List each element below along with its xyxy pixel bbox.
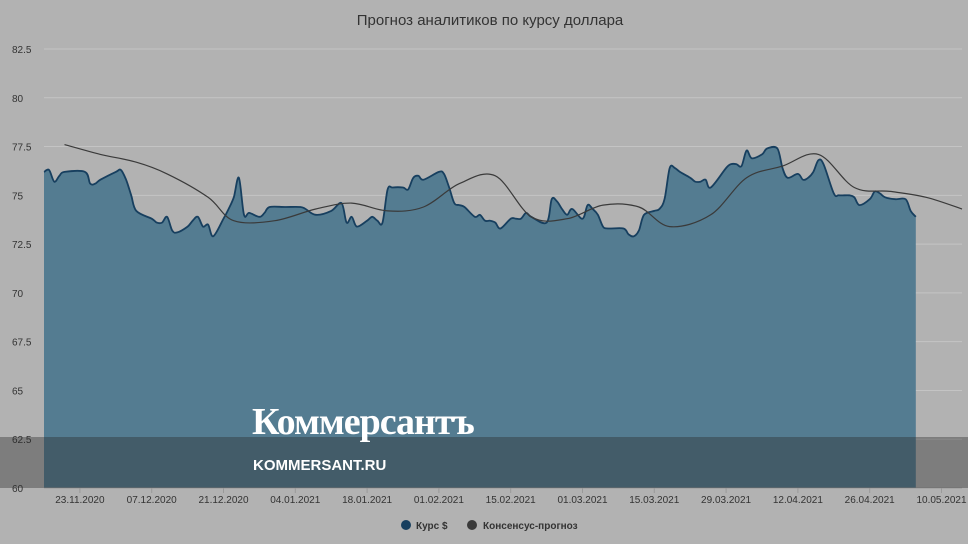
y-tick-label: 62.5 — [12, 435, 32, 446]
x-tick-label: 29.03.2021 — [701, 495, 751, 506]
x-tick-label: 23.11.2020 — [55, 495, 105, 506]
x-tick-label: 26.04.2021 — [845, 495, 895, 506]
x-tick-label: 15.03.2021 — [629, 495, 679, 506]
legend-item-rate[interactable]: Курс $ — [401, 520, 448, 532]
series-consensus-line — [64, 144, 963, 228]
y-tick-label: 70 — [12, 289, 24, 300]
y-axis: 60 62.5 65 67.5 70 72.5 75 77.5 80 82.5 — [12, 45, 32, 495]
x-tick-label: 04.01.2021 — [270, 495, 320, 506]
x-tick-label: 07.12.2020 — [127, 495, 177, 506]
series-rate-area — [44, 146, 916, 488]
y-tick-label: 65 — [12, 386, 24, 397]
brand-logo: Коммерсантъ — [252, 401, 475, 443]
legend-label-rate: Курс $ — [416, 521, 448, 532]
x-axis: 23.11.2020 07.12.2020 21.12.2020 04.01.2021… — [44, 487, 967, 506]
y-tick-label: 82.5 — [12, 45, 32, 56]
legend-item-consensus[interactable]: Консенсус-прогноз — [467, 520, 578, 532]
series-rate-line — [43, 145, 917, 238]
x-tick-label: 21.12.2020 — [198, 495, 248, 506]
y-tick-label: 75 — [12, 191, 24, 202]
chart-title: Прогноз аналитиков по курсу доллара — [357, 12, 624, 29]
x-tick-label: 12.04.2021 — [773, 495, 823, 506]
legend-marker-rate — [401, 520, 411, 530]
x-tick-label: 01.02.2021 — [414, 495, 464, 506]
legend-label-consensus: Консенсус-прогноз — [483, 521, 578, 532]
plot-area — [43, 144, 963, 488]
legend[interactable]: Курс $ Консенсус-прогноз — [401, 520, 578, 532]
y-tick-label: 60 — [12, 484, 24, 495]
x-tick-label: 01.03.2021 — [557, 495, 607, 506]
y-tick-label: 80 — [12, 94, 24, 105]
y-tick-label: 72.5 — [12, 240, 32, 251]
y-tick-label: 67.5 — [12, 338, 32, 349]
legend-marker-consensus — [467, 520, 477, 530]
brand-url: KOMMERSANT.RU — [253, 457, 387, 474]
y-tick-label: 77.5 — [12, 143, 32, 154]
x-tick-label: 15.02.2021 — [486, 495, 536, 506]
x-tick-label: 10.05.2021 — [916, 495, 966, 506]
brand-banner — [0, 437, 968, 488]
x-tick-label: 18.01.2021 — [342, 495, 392, 506]
